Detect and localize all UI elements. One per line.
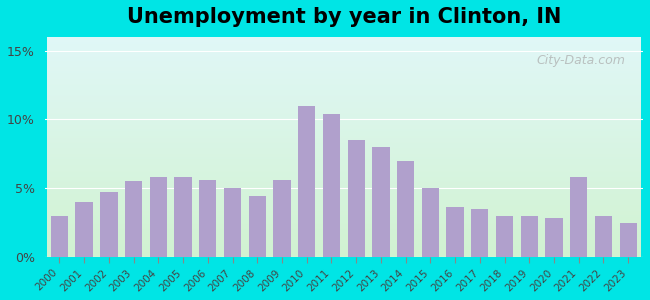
Bar [496,216,514,257]
Bar [372,147,389,257]
Bar [471,209,489,257]
Bar [125,181,142,257]
Bar [75,202,93,257]
Bar [273,180,291,257]
Text: City-Data.com: City-Data.com [536,54,625,68]
Bar [248,196,266,257]
Bar [521,216,538,257]
Bar [298,106,315,257]
Bar [570,177,588,257]
Bar [619,223,637,257]
Bar [422,188,439,257]
Bar [100,192,118,257]
Bar [150,177,167,257]
Bar [397,160,414,257]
Bar [51,216,68,257]
Bar [545,218,563,257]
Bar [224,188,241,257]
Bar [174,177,192,257]
Bar [199,180,216,257]
Bar [323,114,340,257]
Bar [348,140,365,257]
Bar [447,207,463,257]
Bar [595,216,612,257]
Title: Unemployment by year in Clinton, IN: Unemployment by year in Clinton, IN [127,7,561,27]
